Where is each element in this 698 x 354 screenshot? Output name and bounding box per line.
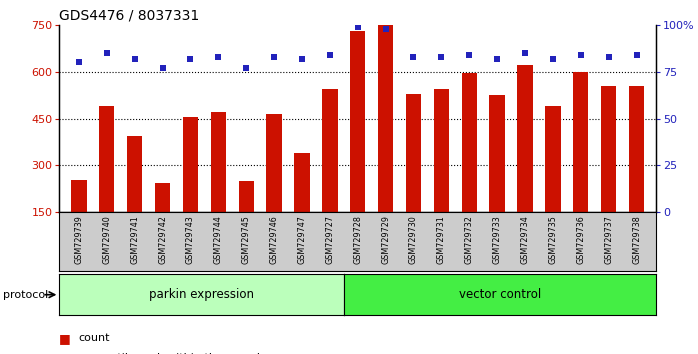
Bar [295, 153, 310, 212]
Point [73, 59, 84, 65]
Bar [378, 25, 393, 212]
Text: GSM729741: GSM729741 [130, 215, 139, 264]
Point [325, 52, 336, 58]
Bar [155, 183, 170, 212]
Point [519, 50, 530, 56]
Text: GSM729742: GSM729742 [158, 215, 167, 264]
Text: GSM729740: GSM729740 [102, 215, 111, 264]
Bar [183, 117, 198, 212]
Text: GSM729743: GSM729743 [186, 215, 195, 264]
Bar [322, 89, 338, 212]
Point [352, 24, 364, 29]
Point [157, 65, 168, 71]
Text: GSM729735: GSM729735 [549, 215, 558, 264]
Text: GSM729733: GSM729733 [493, 215, 502, 264]
Bar [99, 106, 114, 212]
Bar [211, 112, 226, 212]
Text: GSM729746: GSM729746 [269, 215, 279, 264]
Point [101, 50, 112, 56]
Text: count: count [79, 333, 110, 343]
Point [129, 56, 140, 61]
Text: GSM729729: GSM729729 [381, 215, 390, 264]
Text: parkin expression: parkin expression [149, 288, 254, 301]
Point [185, 56, 196, 61]
Point [436, 54, 447, 59]
Point [269, 54, 280, 59]
Text: GSM729727: GSM729727 [325, 215, 334, 264]
Text: GSM729732: GSM729732 [465, 215, 474, 264]
Bar [461, 73, 477, 212]
Bar [545, 106, 560, 212]
Text: GDS4476 / 8037331: GDS4476 / 8037331 [59, 9, 200, 23]
Text: GSM729734: GSM729734 [521, 215, 530, 264]
Bar [489, 95, 505, 212]
Point [241, 65, 252, 71]
Bar [517, 65, 533, 212]
Bar [239, 181, 254, 212]
Bar [573, 72, 588, 212]
Text: GSM729744: GSM729744 [214, 215, 223, 264]
Bar [601, 86, 616, 212]
Point [380, 26, 391, 32]
Text: vector control: vector control [459, 288, 541, 301]
Point [575, 52, 586, 58]
Bar [406, 93, 421, 212]
Text: GSM729736: GSM729736 [577, 215, 586, 264]
Text: ■: ■ [59, 351, 71, 354]
Text: percentile rank within the sample: percentile rank within the sample [79, 353, 267, 354]
Point [631, 52, 642, 58]
Text: protocol: protocol [3, 290, 49, 300]
Bar [71, 179, 87, 212]
Bar [433, 89, 449, 212]
Text: GSM729731: GSM729731 [437, 215, 446, 264]
Bar [350, 31, 365, 212]
Bar [267, 114, 282, 212]
Point [491, 56, 503, 61]
Text: GSM729738: GSM729738 [632, 215, 641, 264]
Text: GSM729745: GSM729745 [242, 215, 251, 264]
Text: GSM729747: GSM729747 [297, 215, 306, 264]
Text: GSM729739: GSM729739 [75, 215, 83, 264]
Bar [629, 86, 644, 212]
Point [463, 52, 475, 58]
Text: GSM729730: GSM729730 [409, 215, 418, 264]
Bar [127, 136, 142, 212]
Point [213, 54, 224, 59]
Point [547, 56, 558, 61]
Text: GSM729728: GSM729728 [353, 215, 362, 264]
Point [297, 56, 308, 61]
Point [408, 54, 419, 59]
Text: ■: ■ [59, 332, 71, 344]
Text: GSM729737: GSM729737 [604, 215, 614, 264]
Point [603, 54, 614, 59]
